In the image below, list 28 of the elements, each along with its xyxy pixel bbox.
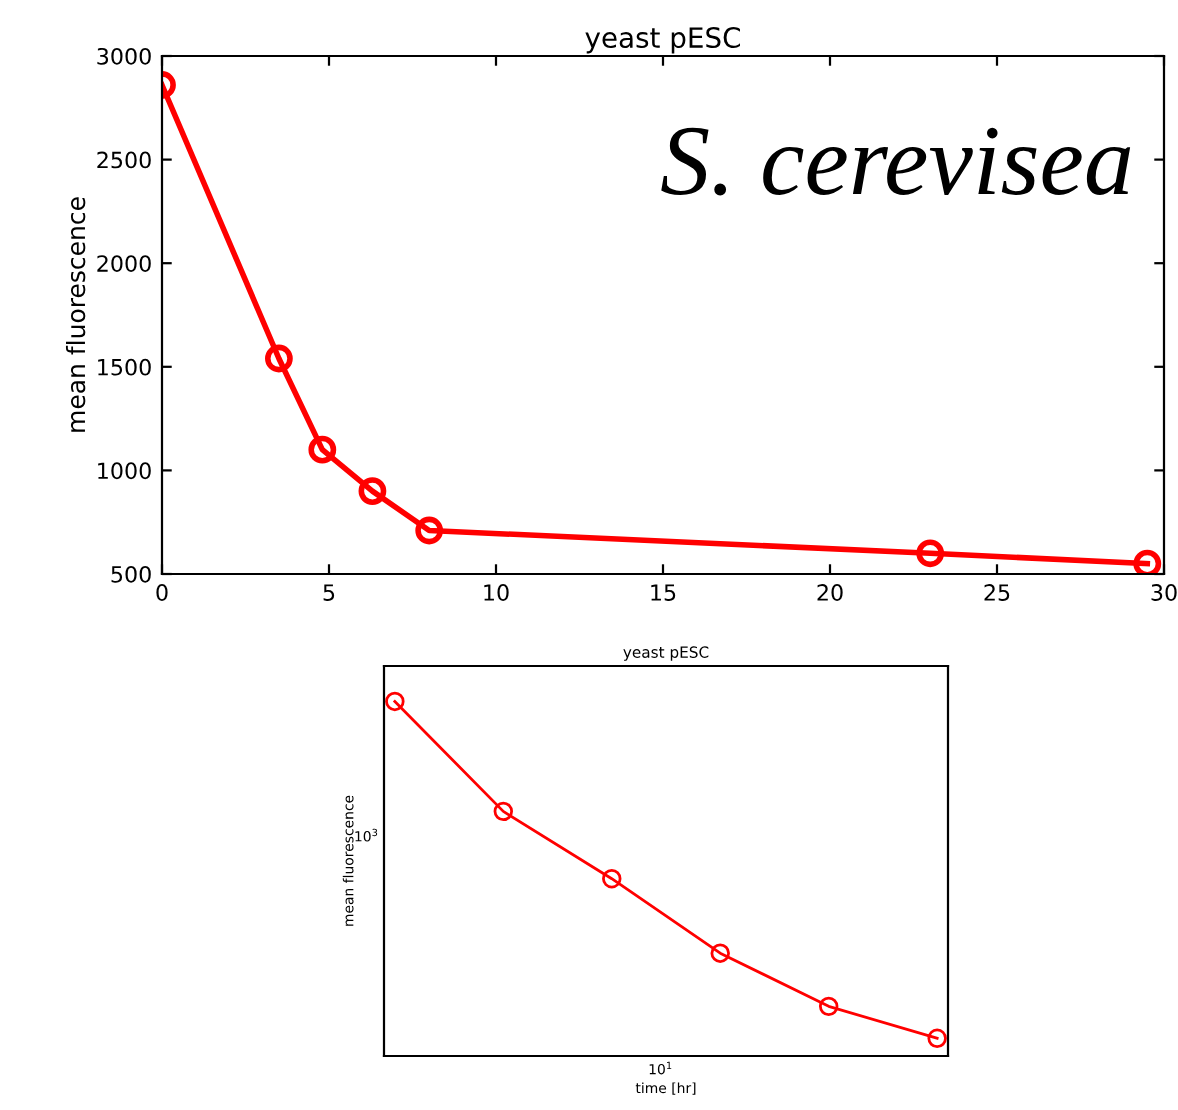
point (818, 996, 839, 1017)
y-tick-label: 2500 (97, 151, 151, 169)
x-tick-label: 25 (984, 584, 1010, 601)
y-tick-label: 1500 (98, 358, 151, 376)
point (415, 516, 444, 545)
point (916, 539, 945, 568)
y-tick-label: 2000 (97, 255, 151, 272)
x-tick-label: 5 (323, 584, 335, 601)
x-tick-label: 30 (1151, 584, 1177, 601)
point (308, 435, 337, 464)
point (927, 1028, 947, 1048)
x-tick-label: 20 (817, 584, 843, 601)
point (358, 477, 387, 506)
y-tick-label: 3000 (97, 47, 151, 65)
x-tick-label: 15 (651, 584, 676, 601)
point (493, 801, 514, 822)
y-tick-label: 1000 (98, 462, 151, 480)
chart-title: yeast pESC (585, 27, 740, 54)
point (602, 869, 622, 889)
point (710, 943, 730, 963)
y-tick-label: 500 (111, 565, 151, 583)
y-axis-title: mean fluorescence (65, 197, 86, 432)
x-tick-label: 0 (156, 584, 168, 601)
point (385, 691, 405, 712)
x-tick-label: 10 (484, 584, 509, 601)
point (265, 344, 293, 373)
point (1133, 549, 1162, 574)
annotation: S. cerevisea (661, 127, 1131, 196)
